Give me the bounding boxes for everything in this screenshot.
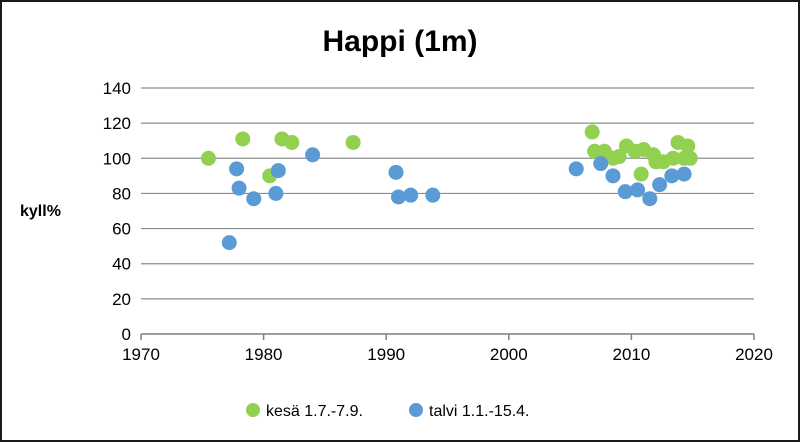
legend-marker (409, 403, 423, 417)
y-tick-label: 100 (103, 149, 131, 168)
x-tick-label: 1980 (245, 345, 283, 364)
data-point (664, 168, 680, 184)
data-point (611, 149, 627, 165)
data-point (642, 191, 658, 207)
data-point (676, 166, 692, 182)
y-tick-label: 120 (103, 114, 131, 133)
data-point (568, 161, 584, 177)
y-tick-label: 140 (103, 79, 131, 98)
x-tick-label: 2020 (735, 345, 773, 364)
y-tick-label: 20 (112, 290, 131, 309)
y-axis-label: kyll% (20, 203, 61, 220)
data-point (425, 187, 441, 203)
series-kesa (200, 124, 698, 184)
x-tick-label: 2000 (490, 345, 528, 364)
chart-title: Happi (1m) (322, 25, 477, 58)
y-tick-label: 60 (112, 220, 131, 239)
data-point (246, 191, 262, 207)
data-point (680, 138, 696, 154)
gridlines (141, 87, 754, 300)
legend-label: kesä 1.7.-7.9. (266, 403, 363, 420)
legend: kesä 1.7.-7.9. talvi 1.1.-15.4. (246, 403, 530, 420)
data-point (633, 166, 649, 182)
data-point (235, 131, 251, 147)
data-point (268, 185, 284, 201)
data-point (390, 189, 406, 205)
data-point (593, 156, 609, 172)
axes: 0 20 40 60 80 100 120 140 1970 1980 1990 2000 2010 20… (103, 79, 773, 364)
data-point (630, 182, 646, 198)
data-point (584, 124, 600, 140)
legend-item: kesä 1.7.-7.9. (246, 403, 363, 420)
data-point (652, 177, 668, 193)
data-points (200, 124, 698, 251)
x-tick-label: 1990 (367, 345, 405, 364)
data-point (617, 184, 633, 200)
data-point (665, 150, 681, 166)
x-tick-label: 2010 (612, 345, 650, 364)
y-tick-label: 80 (112, 184, 131, 203)
legend-item: talvi 1.1.-15.4. (409, 403, 530, 420)
legend-label: talvi 1.1.-15.4. (429, 403, 530, 420)
x-tick-label: 1970 (122, 345, 160, 364)
data-point (682, 150, 698, 166)
data-point (270, 163, 286, 179)
data-point (231, 180, 247, 196)
data-point (403, 187, 419, 203)
y-tick-label: 40 (112, 255, 131, 274)
series-talvi (221, 147, 692, 251)
data-point (388, 164, 404, 180)
data-point (200, 150, 216, 166)
data-point (221, 235, 237, 251)
data-point (284, 134, 300, 150)
data-point (605, 168, 621, 184)
data-point (229, 161, 245, 177)
y-tick-label: 0 (122, 325, 131, 344)
data-point (345, 134, 361, 150)
legend-marker (246, 403, 260, 417)
data-point (305, 147, 321, 163)
